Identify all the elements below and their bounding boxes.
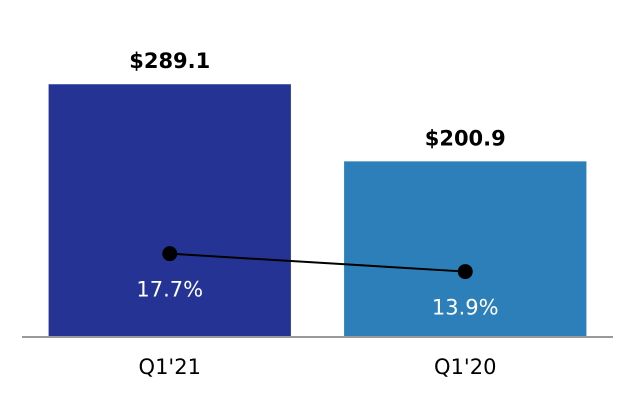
line-point: [457, 264, 473, 280]
line-point: [162, 246, 178, 262]
x-tick-label: Q1'20: [434, 355, 496, 379]
line-value-label: 17.7%: [136, 278, 203, 302]
x-tick-label: Q1'21: [139, 355, 201, 379]
bar: [344, 161, 587, 337]
line-value-label: 13.9%: [432, 296, 499, 320]
line: [169, 252, 466, 273]
bar-value-label: $200.9: [425, 126, 506, 150]
bar: [48, 84, 291, 337]
bar-value-label: $289.1: [129, 49, 210, 73]
